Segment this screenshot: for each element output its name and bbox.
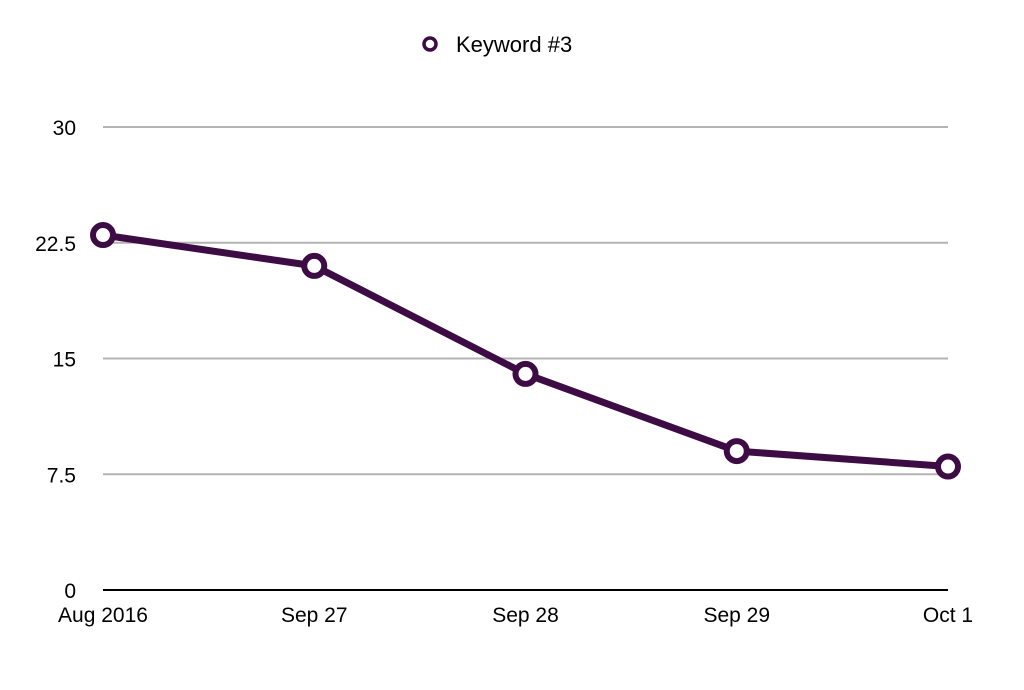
y-tick-label: 0 [64, 580, 76, 603]
x-tick-label: Oct 1 [923, 604, 973, 627]
x-tick-label: Sep 28 [492, 604, 559, 627]
legend-marker-icon [422, 36, 438, 52]
data-point-marker [935, 453, 961, 480]
series-keyword-3 [90, 222, 961, 480]
x-tick-label: Sep 27 [281, 604, 348, 627]
x-tick-label: Aug 2016 [58, 604, 148, 627]
gridlines [103, 126, 948, 476]
legend-label-keyword-3: Keyword #3 [456, 32, 572, 57]
x-axis-tick-labels: Aug 2016 Sep 27 Sep 28 Sep 29 Oct 1 [58, 604, 973, 627]
y-axis-tick-labels: 0 7.5 15 22.5 30 [35, 117, 76, 603]
data-point-marker [512, 360, 539, 387]
legend: Keyword #3 [422, 32, 572, 57]
y-tick-label: 15 [53, 349, 76, 372]
y-tick-label: 30 [53, 117, 76, 140]
data-point-marker [90, 222, 116, 249]
series-line [99, 231, 952, 471]
x-tick-label: Sep 29 [703, 604, 770, 627]
y-tick-label: 7.5 [47, 464, 76, 487]
y-tick-label: 22.5 [35, 233, 76, 256]
data-point-marker [723, 438, 750, 465]
data-point-marker [301, 252, 328, 279]
